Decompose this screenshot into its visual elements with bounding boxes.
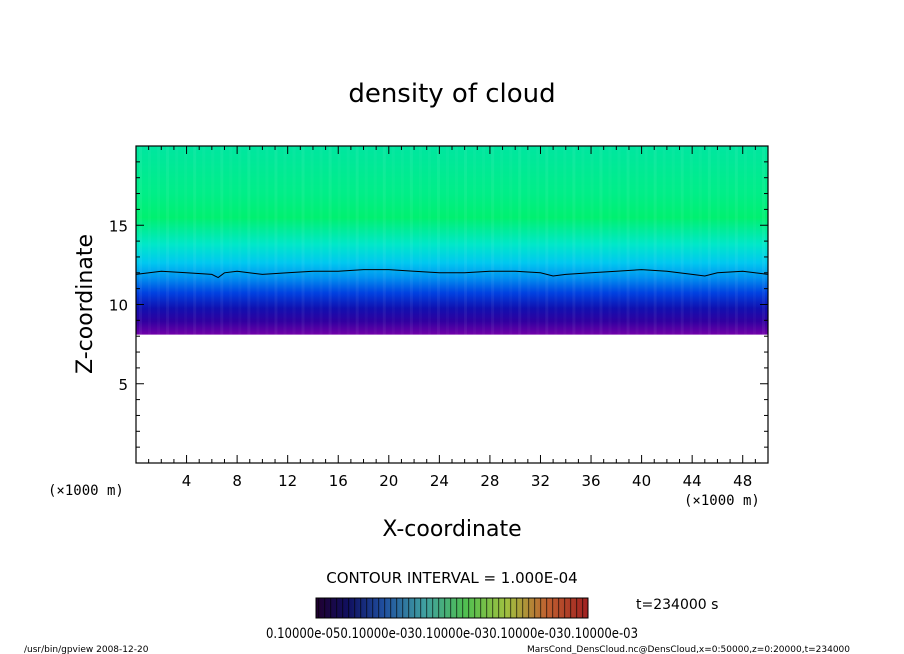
y-tick-label: 5 [118,376,128,394]
x-tick-label: 40 [632,472,651,490]
y-tick-label: 15 [109,217,128,235]
y-tick-label: 10 [109,297,128,315]
cloud-density-field [136,146,768,335]
footer-right: MarsCond_DensCloud.nc@DensCloud,x=0:5000… [527,645,850,654]
y-axis-label: Z-coordinate [73,234,98,374]
x-unit-label: (×1000 m) [684,493,760,509]
x-tick-label: 20 [379,472,398,490]
x-tick-label: 8 [232,472,242,490]
x-axis: 4 8 12 16 20 24 28 32 36 40 44 48 [148,146,756,490]
colorbar-hatching [316,598,588,618]
plot-area [135,146,769,335]
y-axis: 5 10 15 [109,161,768,448]
x-tick-label: 48 [733,472,752,490]
contour-interval-label: CONTOUR INTERVAL = 1.000E-04 [326,569,577,587]
x-tick-label: 12 [278,472,297,490]
footer-left: /usr/bin/gpview 2008-12-20 [24,645,149,654]
x-tick-label: 4 [182,472,192,490]
x-tick-label: 44 [683,472,702,490]
x-axis-label: X-coordinate [382,517,521,542]
x-tick-label: 32 [531,472,550,490]
x-tick-label: 28 [480,472,499,490]
colorbar-labels: 0.10000e-050.10000e-030.10000e-030.10000… [266,626,638,642]
x-tick-label: 24 [430,472,449,490]
time-label: t=234000 s [636,597,718,613]
y-unit-label: (×1000 m) [48,483,124,499]
chart-title: density of cloud [348,79,555,109]
x-tick-label: 36 [581,472,600,490]
contour-line [135,269,769,279]
x-tick-label: 16 [329,472,348,490]
colorbar-frame [315,597,589,619]
